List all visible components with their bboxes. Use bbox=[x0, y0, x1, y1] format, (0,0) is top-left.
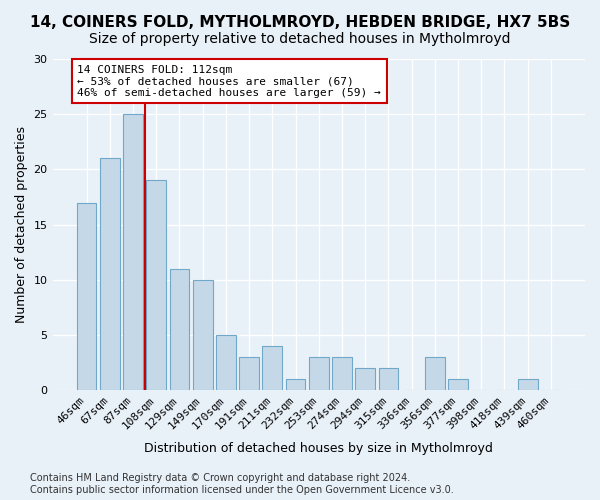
Bar bbox=[77, 202, 97, 390]
Text: 14, COINERS FOLD, MYTHOLMROYD, HEBDEN BRIDGE, HX7 5BS: 14, COINERS FOLD, MYTHOLMROYD, HEBDEN BR… bbox=[30, 15, 570, 30]
Bar bbox=[216, 335, 236, 390]
Bar bbox=[355, 368, 375, 390]
Bar bbox=[332, 357, 352, 390]
X-axis label: Distribution of detached houses by size in Mytholmroyd: Distribution of detached houses by size … bbox=[145, 442, 493, 455]
Text: Contains HM Land Registry data © Crown copyright and database right 2024.
Contai: Contains HM Land Registry data © Crown c… bbox=[30, 474, 454, 495]
Y-axis label: Number of detached properties: Number of detached properties bbox=[15, 126, 28, 323]
Bar bbox=[262, 346, 282, 391]
Bar bbox=[286, 380, 305, 390]
Bar bbox=[425, 357, 445, 390]
Bar bbox=[123, 114, 143, 390]
Bar bbox=[239, 357, 259, 390]
Bar bbox=[100, 158, 119, 390]
Bar bbox=[309, 357, 329, 390]
Bar bbox=[448, 380, 468, 390]
Text: Size of property relative to detached houses in Mytholmroyd: Size of property relative to detached ho… bbox=[89, 32, 511, 46]
Bar bbox=[193, 280, 212, 390]
Bar bbox=[170, 269, 190, 390]
Bar bbox=[379, 368, 398, 390]
Bar bbox=[518, 380, 538, 390]
Bar bbox=[146, 180, 166, 390]
Text: 14 COINERS FOLD: 112sqm
← 53% of detached houses are smaller (67)
46% of semi-de: 14 COINERS FOLD: 112sqm ← 53% of detache… bbox=[77, 64, 381, 98]
